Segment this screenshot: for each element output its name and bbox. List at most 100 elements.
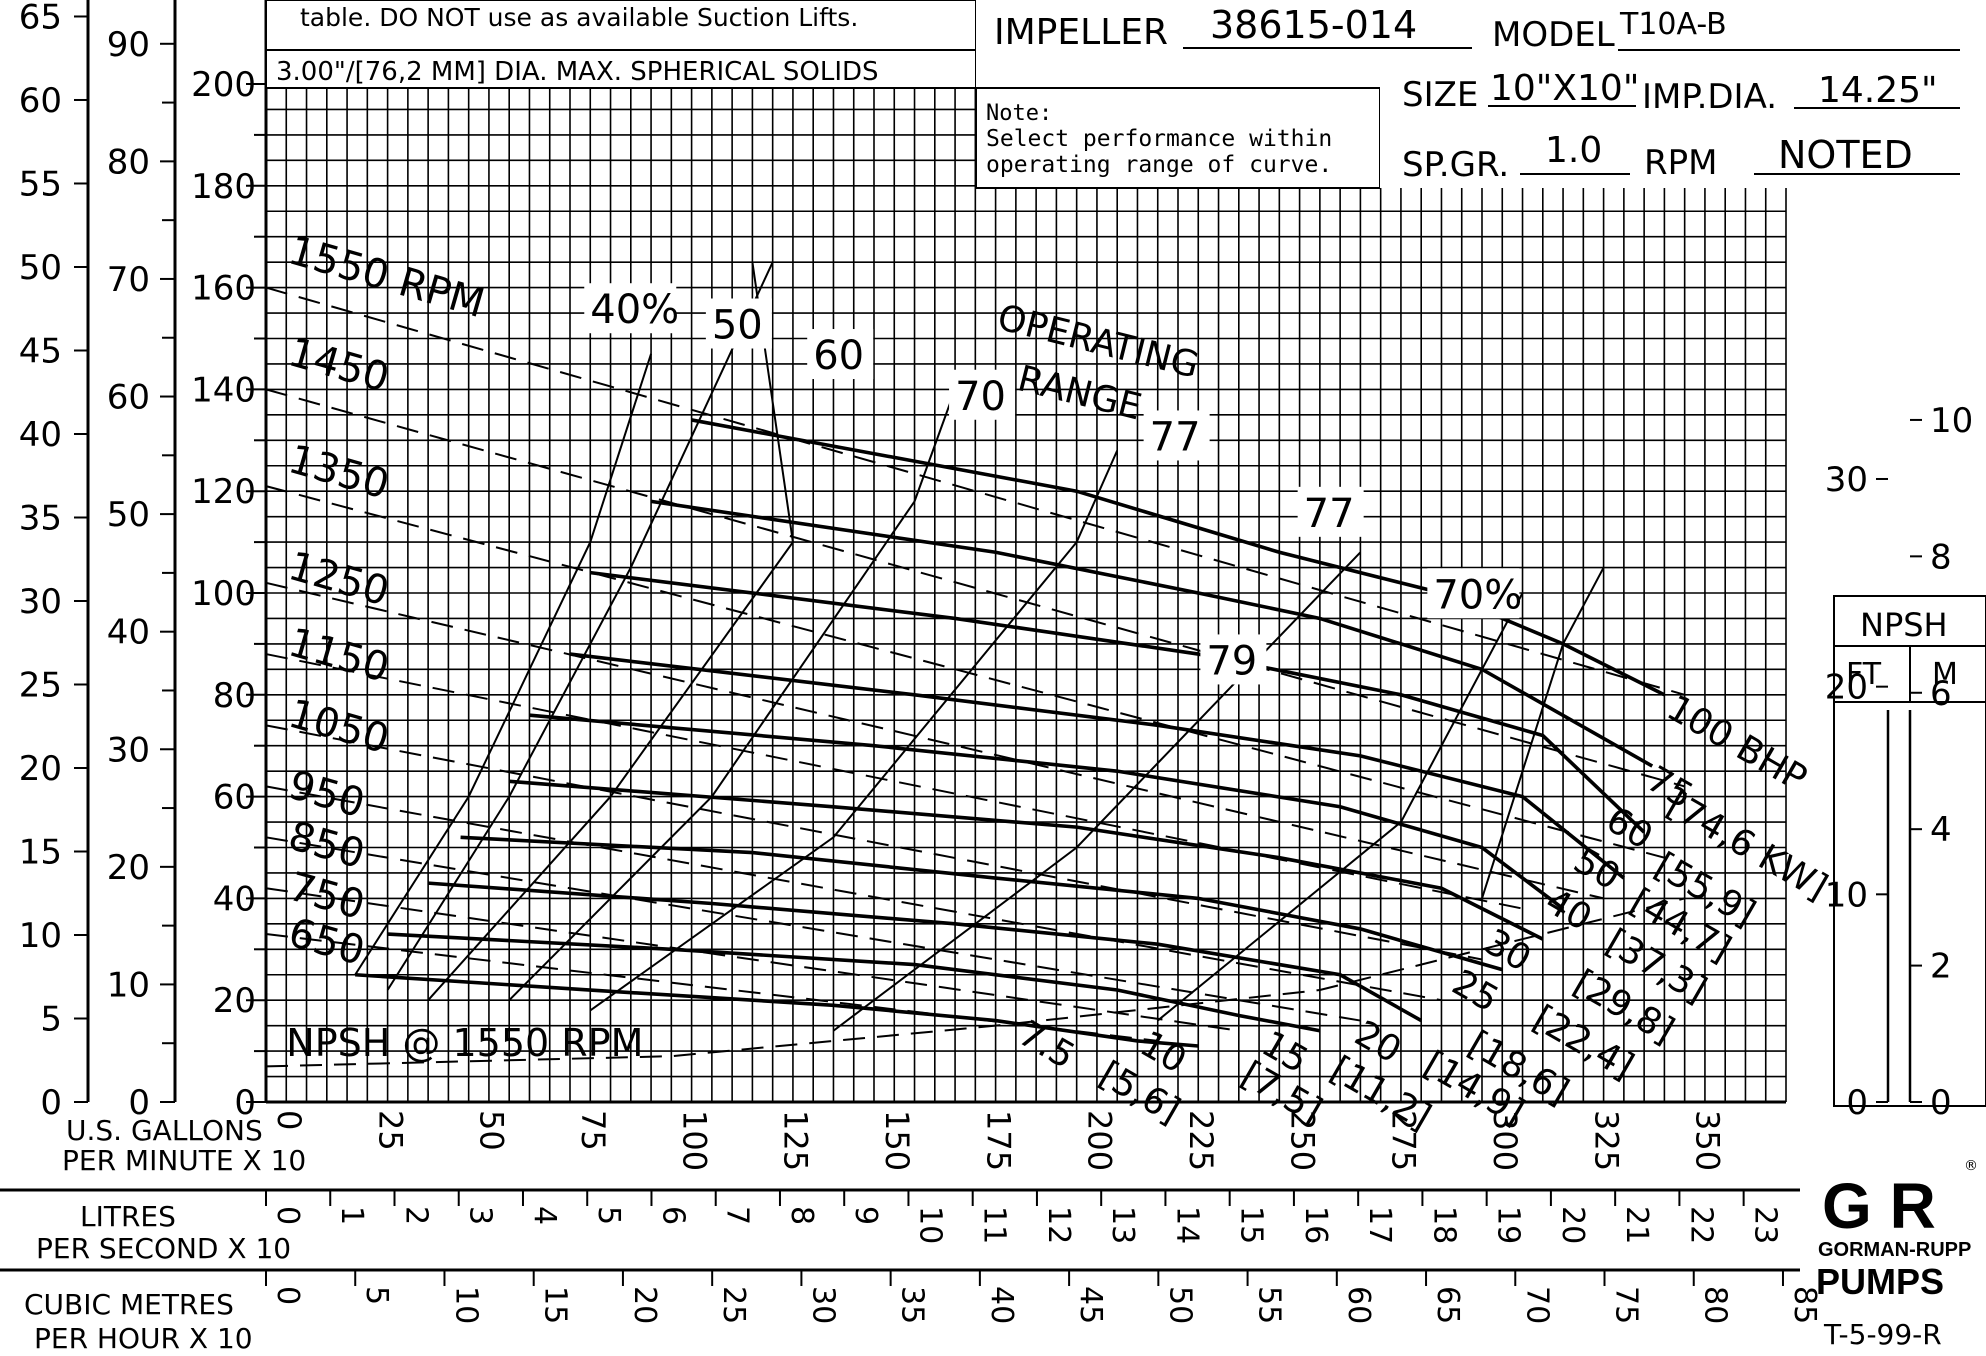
cmh-tick: 30: [805, 1286, 840, 1324]
cmh-tick: 55: [1252, 1286, 1287, 1324]
npsh-m-tick: 8: [1930, 537, 1952, 577]
impeller-value: 38615-014: [1210, 3, 1417, 47]
gpm-tick: 150: [878, 1110, 916, 1171]
horsepower-label: 40: [1538, 881, 1598, 939]
gpm-tick: 275: [1385, 1110, 1423, 1171]
horsepower-line: [265, 485, 1665, 859]
horsepower-line: [265, 581, 1604, 900]
psi-tick: 50: [107, 495, 150, 535]
npsh-axis-ticks: 0 10 20 30 0 2 4 6 8 10: [1825, 401, 1974, 1123]
npsh-m-label: M: [1932, 657, 1958, 692]
lps-tick: 0: [270, 1206, 305, 1225]
logo-pumps: PUMPS: [1816, 1261, 1944, 1302]
lps-tick: 3: [463, 1206, 498, 1225]
axis-ticks: 0204060801001201401601802000102030405060…: [19, 0, 1822, 1324]
efficiency-label: 70: [955, 374, 1006, 420]
note-title: Note:: [986, 101, 1052, 126]
lps-tick: 7: [720, 1206, 755, 1225]
head-curve: [355, 972, 1199, 1048]
cmh-tick: 25: [716, 1286, 751, 1324]
head-curve: [569, 652, 1625, 880]
head-curve: [590, 570, 1646, 834]
metres-tick: 15: [19, 832, 62, 872]
horsepower-line: [265, 653, 1523, 910]
gpm-tick: 325: [1587, 1110, 1625, 1171]
horsepower-line: [265, 836, 1361, 1022]
efficiency-curve: [427, 262, 794, 1001]
gpm-tick: 0: [270, 1110, 308, 1130]
note-box: [975, 87, 1381, 189]
lps-label-2: PER SECOND X 10: [36, 1232, 291, 1265]
lps-tick: 19: [1491, 1206, 1526, 1244]
efficiency-label: 70%: [1433, 572, 1522, 618]
head-curve: [509, 779, 1544, 941]
metres-tick: 30: [19, 582, 62, 622]
impdia-value: 14.25": [1818, 70, 1938, 111]
logo-brand: GORMAN-RUPP: [1818, 1239, 1971, 1261]
size-value: 10"X10": [1490, 68, 1639, 109]
gpm-label-1: U.S. GALLONS: [66, 1114, 263, 1147]
cmh-tick: 35: [895, 1286, 930, 1324]
model-value: T10A-B: [1619, 7, 1727, 42]
head-ft-tick: 200: [191, 65, 256, 105]
gpm-tick: 50: [473, 1110, 511, 1151]
npsh-m-tick: 10: [1930, 401, 1973, 441]
efficiency-curve: [589, 450, 1119, 1012]
gpm-tick: 75: [574, 1110, 612, 1151]
metres-tick: 20: [19, 749, 62, 789]
head-curve: [460, 835, 1503, 972]
size-label: SIZE: [1402, 75, 1478, 115]
horsepower-line: [265, 388, 1685, 788]
lps-tick: 13: [1105, 1206, 1140, 1244]
horsepower-label: 60: [1599, 799, 1659, 857]
efficiency-curve: [1157, 592, 1524, 1022]
impeller-label: IMPELLER: [994, 12, 1168, 53]
npsh-box-title: NPSH: [1860, 606, 1948, 644]
cmh-tick: 5: [359, 1286, 394, 1305]
lps-tick: 15: [1234, 1206, 1269, 1244]
gpm-label-2: PER MINUTE X 10: [62, 1144, 306, 1177]
metres-tick: 60: [19, 81, 62, 121]
impdia-label: IMP.DIA.: [1642, 77, 1777, 117]
lps-tick: 23: [1748, 1206, 1783, 1244]
cmh-tick: 50: [1162, 1286, 1197, 1324]
npsh-ft-label: FT: [1846, 657, 1882, 692]
lps-tick: 1: [334, 1206, 369, 1225]
npsh-ft-tick: 10: [1825, 875, 1868, 915]
psi-tick: 90: [107, 25, 150, 65]
gpm-tick: 200: [1081, 1110, 1119, 1171]
cmh-label-2: PER HOUR X 10: [34, 1322, 253, 1355]
cmh-tick: 65: [1430, 1286, 1465, 1324]
horsepower-line: [265, 887, 1239, 1032]
solids-spec: 3.00"/[76,2 MM] DIA. MAX. SPHERICAL SOLI…: [276, 57, 879, 87]
lps-tick: 17: [1362, 1206, 1397, 1244]
head-ft-tick: 140: [191, 370, 256, 410]
note-line2: operating range of curve.: [986, 152, 1332, 178]
psi-tick: 60: [107, 378, 150, 418]
lps-tick: 12: [1041, 1206, 1076, 1244]
rpm-value: NOTED: [1778, 133, 1913, 177]
lps-tick: 21: [1619, 1206, 1654, 1244]
gorman-rupp-logo: G R GORMAN-RUPP PUMPS ®: [1816, 1158, 1978, 1302]
cmh-tick: 70: [1519, 1286, 1554, 1324]
npsh-ft-tick: 0: [1846, 1083, 1868, 1123]
npsh-label: NPSH @ 1550 RPM: [286, 1021, 643, 1065]
cmh-label-1: CUBIC METRES: [24, 1288, 234, 1321]
head-ft-tick: 20: [213, 981, 256, 1021]
head-ft-tick: 120: [191, 472, 256, 512]
lps-tick: 6: [655, 1206, 690, 1225]
gpm-tick: 125: [777, 1110, 815, 1171]
npsh-m-tick: 4: [1930, 810, 1952, 850]
logo-mark: G R: [1822, 1170, 1936, 1242]
note-line1: Select performance within: [986, 126, 1332, 152]
efficiency-label: 77: [1150, 414, 1201, 460]
metres-tick: 45: [19, 331, 62, 371]
psi-tick: 10: [107, 965, 150, 1005]
speed-label: 1150: [284, 619, 395, 691]
metres-tick: 65: [19, 0, 62, 37]
npsh-ft-tick: 20: [1825, 668, 1868, 708]
efficiency-label: 40%: [590, 287, 679, 333]
psi-tick: 70: [107, 260, 150, 300]
efficiency-curve: [508, 389, 957, 1001]
